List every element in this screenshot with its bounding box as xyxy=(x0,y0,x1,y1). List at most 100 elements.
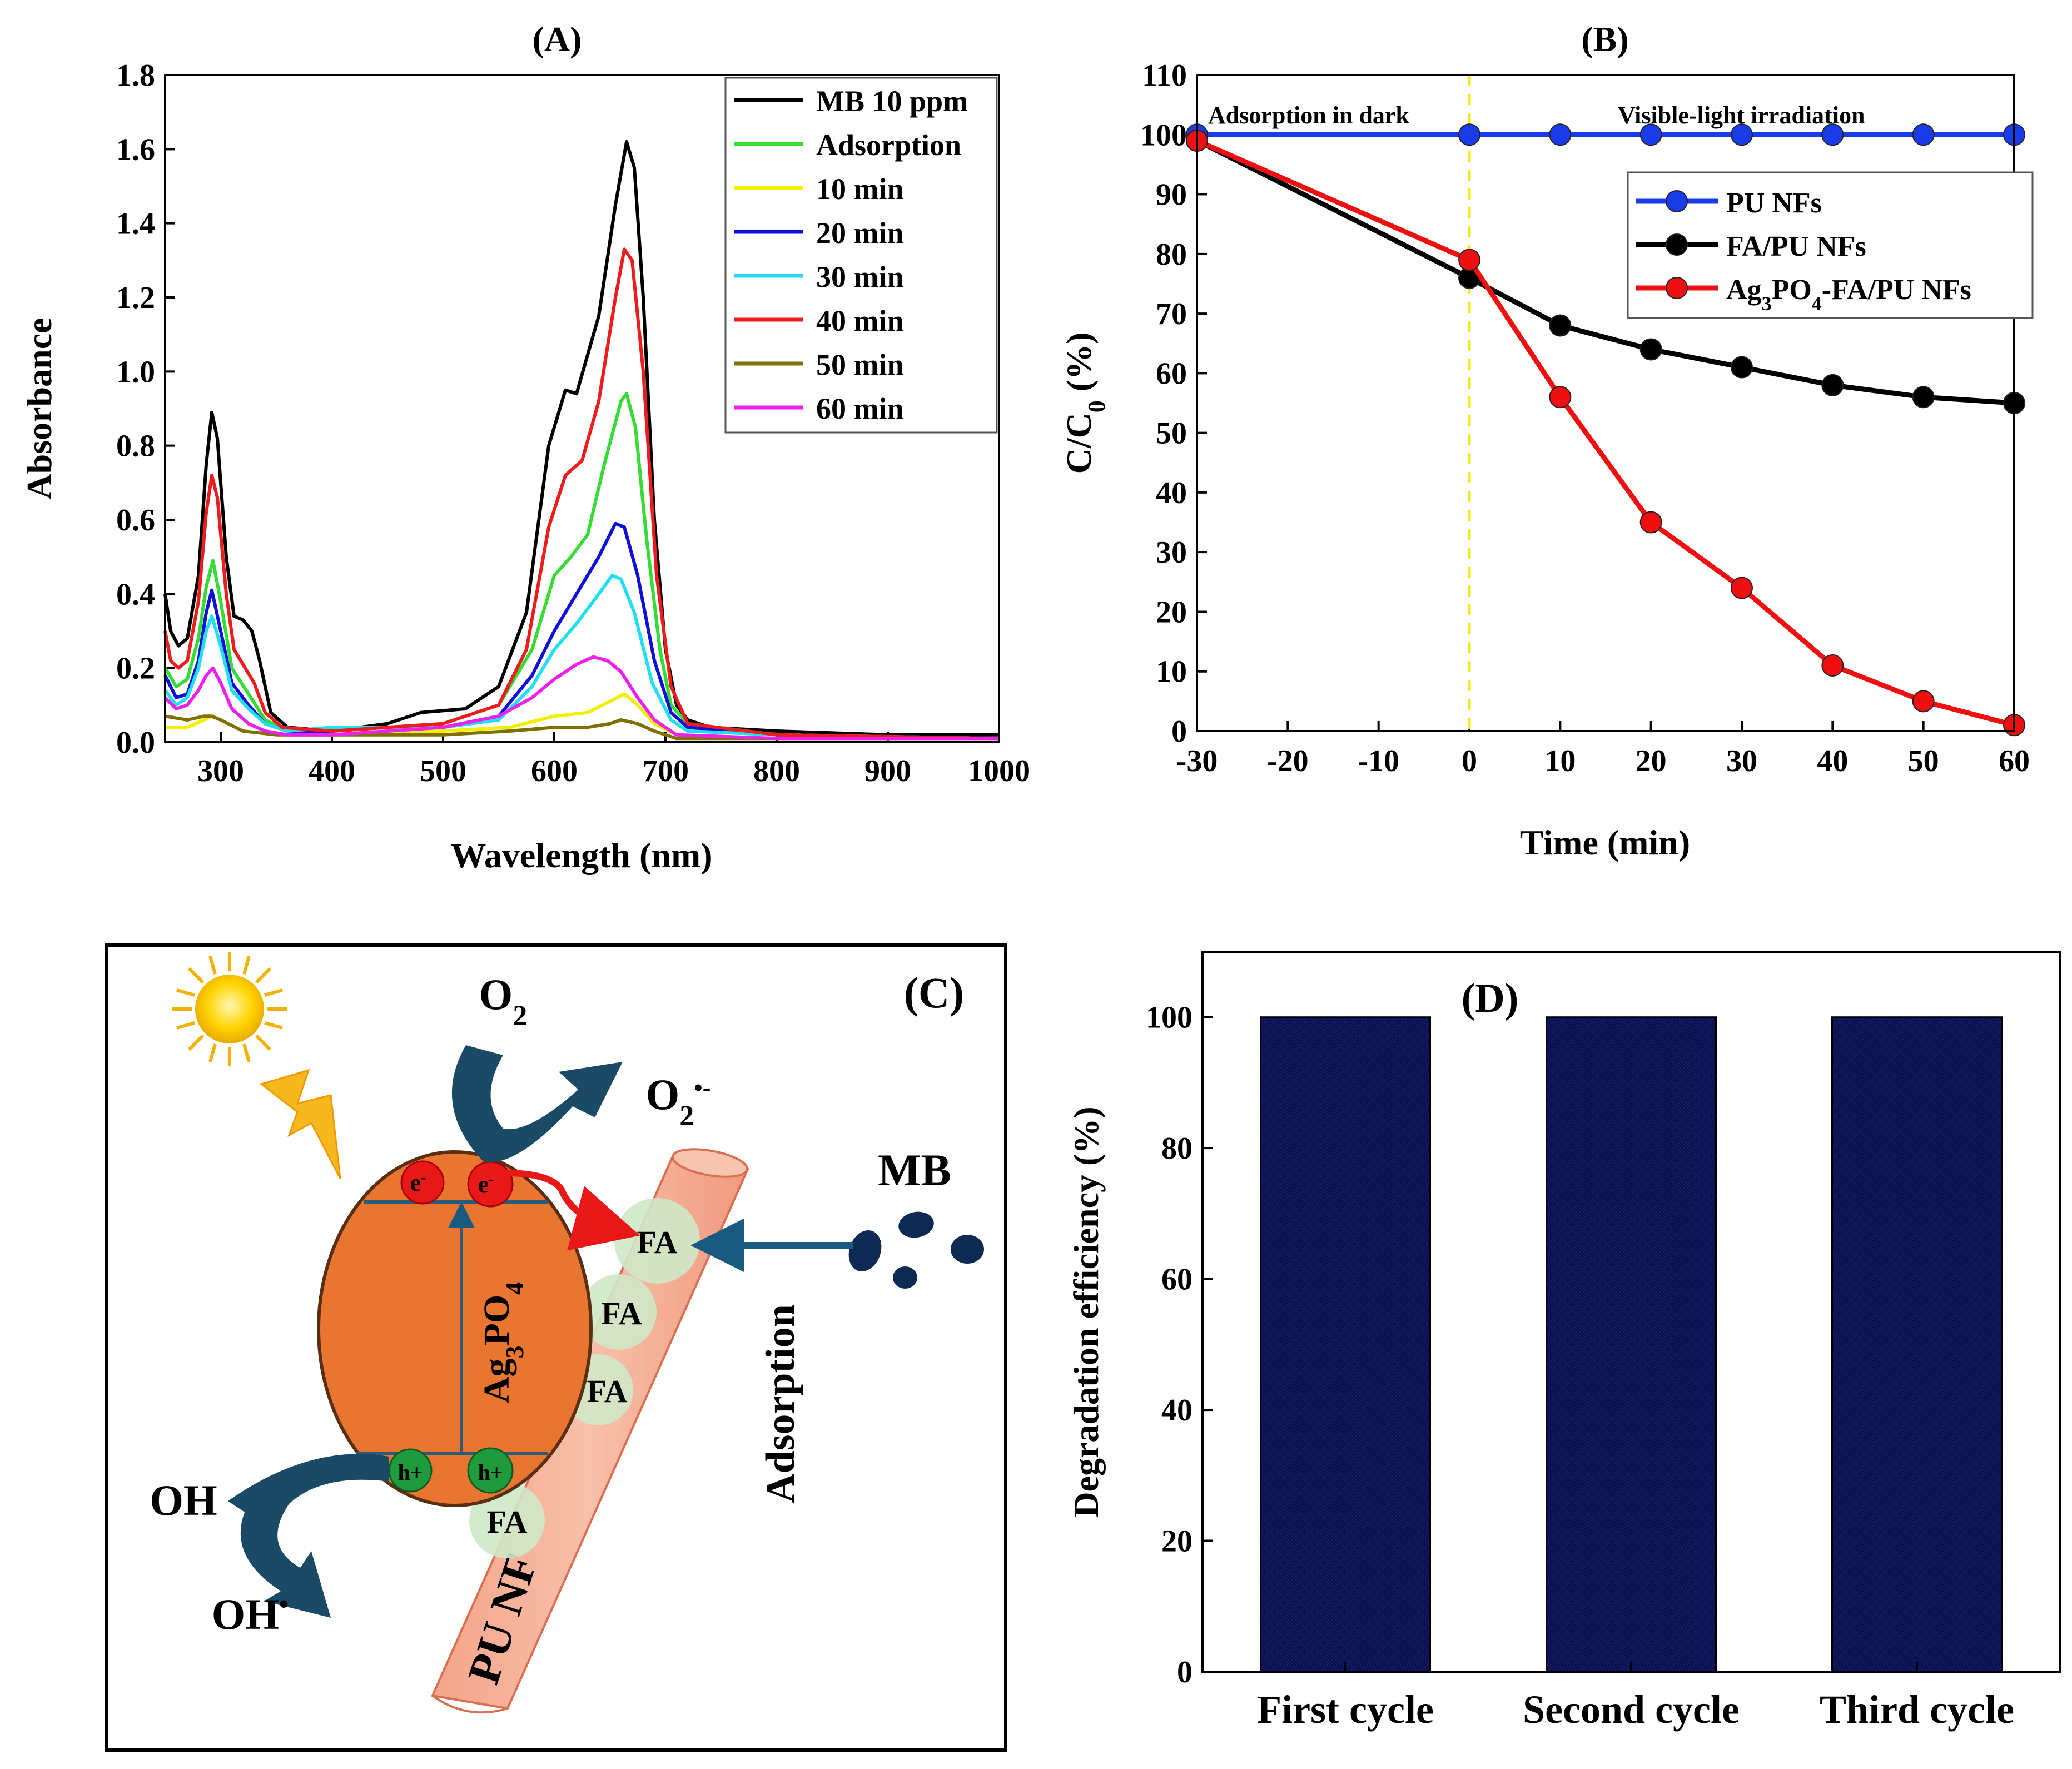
panel-c-schematic: (C) PU NF xyxy=(105,943,1007,1752)
panel-b-point-0-3 xyxy=(1639,123,1662,146)
panel-a-xtick-label: 900 xyxy=(864,754,911,788)
panel-b-plot-frame xyxy=(1196,74,2015,732)
panel-a-legend-label-4: 30 min xyxy=(816,260,904,294)
panel-d-ylabel: Degradation efficiency (%) xyxy=(1066,1106,1106,1517)
panel-b-xtick-label: 10 xyxy=(1544,744,1576,778)
panel-a-legend-label-3: 20 min xyxy=(816,216,904,250)
panel-d-ytick-label: 60 xyxy=(1161,1263,1192,1297)
panel-b-point-0-1 xyxy=(1458,123,1480,146)
panel-b-point-0-5 xyxy=(1821,123,1844,146)
panel-b-point-1-6 xyxy=(1912,386,1935,409)
ag3po4-particle xyxy=(317,1150,593,1507)
panel-a-ytick-label: 0.6 xyxy=(116,503,155,538)
panel-b-ytick-label: 110 xyxy=(1142,58,1187,93)
panel-d-category-label-1: Second cycle xyxy=(1523,1687,1740,1732)
panel-d-axes: 0 20 40 60 80 100 xyxy=(1146,1001,1213,1690)
panel-a-series-line-1 xyxy=(163,392,1000,741)
panel-c-title: (C) xyxy=(904,968,964,1017)
panel-b-xtick-label: 40 xyxy=(1817,744,1848,778)
panel-a-ytick-label: 0.2 xyxy=(116,652,155,686)
panel-b-point-1-3 xyxy=(1639,338,1662,361)
panel-d-plot-frame xyxy=(1201,951,2061,1673)
panel-d-title: (D) xyxy=(1462,976,1519,1021)
fa-label-1: FA xyxy=(637,1224,677,1260)
panel-b-legend-marker-1 xyxy=(1666,233,1688,256)
panel-d-ytick-label: 100 xyxy=(1146,1001,1192,1035)
panel-b-axes: -30 -20 -10 0 10 20 30 40 50 60 0 10 20 30 40 50 60 70 80 9… xyxy=(1140,58,2030,778)
panel-b-xtick-label: 30 xyxy=(1726,744,1757,778)
hole-label-1: h+ xyxy=(397,1460,423,1485)
pu-nanofiber xyxy=(431,1148,749,1714)
oh-oxidation-arrow xyxy=(228,1454,389,1618)
panel-d-ytick-label: 0 xyxy=(1177,1655,1192,1690)
panel-d-ytick-label: 40 xyxy=(1161,1393,1192,1428)
panel-b-legend-marker-0 xyxy=(1666,190,1688,212)
panel-b-xtick-label: -30 xyxy=(1176,744,1218,778)
panel-b-ytick-label: 30 xyxy=(1156,535,1187,570)
panel-b-series xyxy=(1186,123,2025,737)
panel-b-ylabel: C/C0 (%) xyxy=(1059,332,1110,474)
panel-d-bar-0 xyxy=(1260,1016,1431,1673)
panel-d-category-label-0: First cycle xyxy=(1257,1687,1434,1732)
ag3po4-label: Ag3PO4 xyxy=(476,1282,529,1403)
panel-b-legend-label-1: FA/PU NFs xyxy=(1726,231,1866,262)
panel-b-title: (B) xyxy=(1581,19,1628,59)
panel-b-ytick-label: 70 xyxy=(1156,297,1187,331)
oh-label: OH xyxy=(150,1476,217,1524)
panel-b-point-2-3 xyxy=(1639,511,1662,534)
hole-label-2: h+ xyxy=(478,1460,503,1485)
panel-b-point-2-4 xyxy=(1731,577,1753,599)
panel-a-ytick-label: 1.6 xyxy=(116,132,155,167)
mb-molecules xyxy=(848,1211,984,1289)
panel-b-xlabel: Time (min) xyxy=(1520,823,1690,862)
panel-b-annotation-dark: Adsorption in dark xyxy=(1208,102,1409,129)
panel-d-category-label-2: Third cycle xyxy=(1820,1687,2014,1732)
panel-b-point-0-2 xyxy=(1549,123,1572,146)
panel-b-point-1-5 xyxy=(1821,374,1844,396)
panel-b-point-2-2 xyxy=(1549,386,1572,409)
panel-a-xtick-label: 700 xyxy=(642,754,689,788)
panel-b-point-1-2 xyxy=(1549,314,1572,337)
panel-a-ytick-label: 1.2 xyxy=(116,281,155,315)
panel-b-legend-label-0: PU NFs xyxy=(1726,187,1822,219)
panel-a-ytick-label: 1.0 xyxy=(116,355,155,389)
panel-a-xtick-label: 400 xyxy=(309,754,355,788)
panel-b-ytick-label: 40 xyxy=(1156,476,1187,510)
panel-a-series-line-3 xyxy=(163,521,1000,741)
panel-a-legend-label-6: 50 min xyxy=(816,348,904,381)
panel-a-legend-label-0: MB 10 ppm xyxy=(816,85,968,118)
panel-b-point-1-4 xyxy=(1731,356,1753,379)
panel-d-bars: First cycle Second cycle Third cycle xyxy=(1257,1016,2014,1732)
panel-a-series-line-5 xyxy=(163,247,1000,741)
panel-d: 0 20 40 60 80 100 First cycle Second cycle Thir… xyxy=(1066,951,2061,1732)
panel-a-legend: MB 10 ppm Adsorption 10 min 20 min 30 min 40 … xyxy=(724,77,998,434)
mb-label: MB xyxy=(878,1145,951,1195)
panel-d-bar-1 xyxy=(1546,1016,1717,1673)
o2-label: O2 xyxy=(479,970,528,1032)
panel-b-xtick-label: 60 xyxy=(1999,744,2030,778)
electron-transfer-arrow xyxy=(504,1170,640,1251)
fa-label-3: FA xyxy=(587,1373,627,1409)
panel-b-ytick-label: 100 xyxy=(1140,118,1187,152)
panel-a-legend-label-5: 40 min xyxy=(816,304,904,337)
panel-b-ytick-label: 20 xyxy=(1156,595,1187,629)
panel-b-ytick-label: 60 xyxy=(1156,356,1187,391)
panel-b-legend-marker-2 xyxy=(1666,277,1688,299)
panel-b-legend-label-2: Ag3PO4-FA/PU NFs xyxy=(1726,274,1971,315)
panel-b-point-2-1 xyxy=(1458,249,1480,271)
panel-d-ytick-label: 20 xyxy=(1161,1524,1192,1559)
panel-a-series-line-6 xyxy=(165,714,999,741)
panel-a-ytick-label: 0.0 xyxy=(116,726,155,760)
panel-b-series-line-2 xyxy=(1196,138,2015,728)
panel-b-legend: PU NFs FA/PU NFs Ag3PO4-FA/PU NFs xyxy=(1627,171,2034,319)
panel-b: (B) -30 -20 -10 0 10 20 30 40 50 60 0 10 20 30 40 50 60 7… xyxy=(1059,19,2034,862)
panel-a: (A) 300 400 500 600 700 800 900 1000 0.0 0.2 0.4 0.… xyxy=(19,19,1030,875)
panel-a-series xyxy=(163,140,1000,741)
panel-b-xtick-label: -20 xyxy=(1267,744,1309,778)
panel-a-xtick-label: 800 xyxy=(753,754,800,788)
panel-a-legend-label-7: 60 min xyxy=(816,392,904,425)
electron-label-1: e- xyxy=(410,1169,426,1197)
panel-a-xlabel: Wavelength (nm) xyxy=(450,836,712,875)
panel-a-ytick-label: 1.4 xyxy=(116,207,155,241)
